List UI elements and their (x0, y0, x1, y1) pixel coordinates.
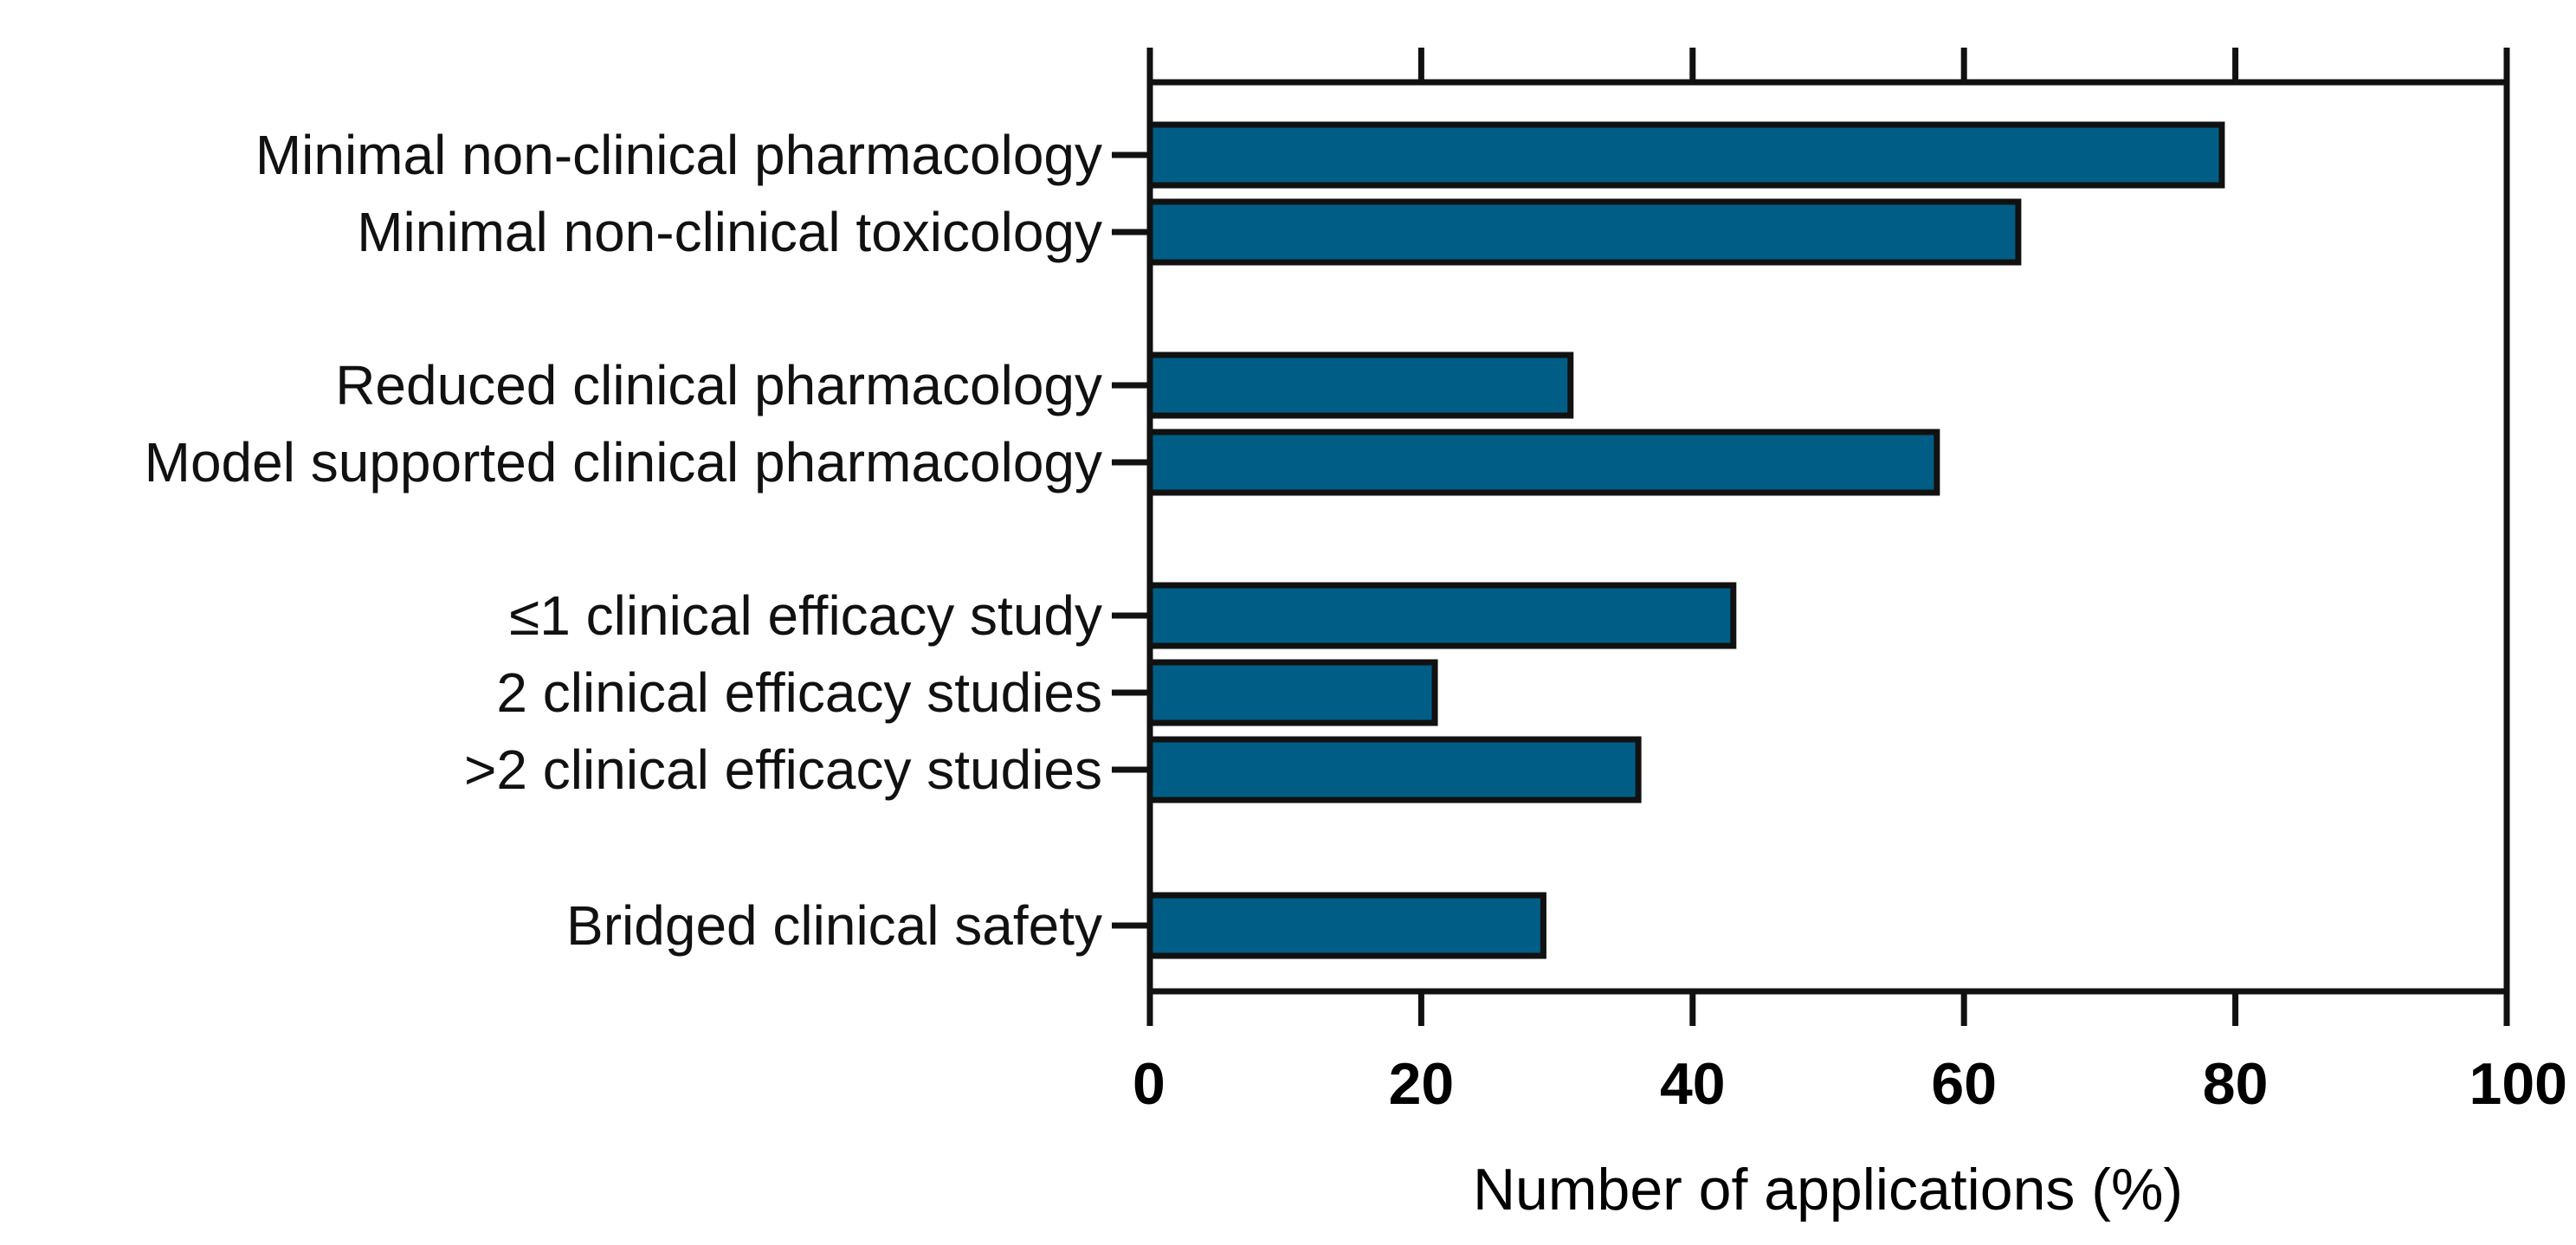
category-labels: Minimal non-clinical pharmacology Minimal… (145, 124, 1102, 957)
bottom-axis-ticks (1146, 991, 2510, 1026)
bar-5 (1146, 582, 1737, 649)
bar-7 (1146, 736, 1642, 803)
category-label-2: Minimal non-clinical toxicology (357, 201, 1102, 263)
x-tick-label-60: 60 (1931, 1051, 1997, 1117)
bar-1 (1146, 121, 2225, 189)
x-tick-label-40: 40 (1660, 1051, 1726, 1117)
y-axis-ticks (1112, 152, 1150, 929)
bar-4 (1146, 429, 1940, 496)
x-tick-label-20: 20 (1389, 1051, 1455, 1117)
x-axis-title: Number of applications (%) (1473, 1157, 2183, 1222)
category-label-4: Model supported clinical pharmacology (145, 431, 1102, 493)
bar-2 (1146, 198, 2022, 266)
bar-6 (1146, 659, 1438, 726)
category-label-5: ≤1 clinical efficacy study (509, 584, 1102, 647)
plot-frame (1146, 79, 2510, 995)
category-label-8: Bridged clinical safety (566, 894, 1102, 957)
x-tick-label-80: 80 (2203, 1051, 2269, 1117)
x-tick-label-100: 100 (2469, 1051, 2567, 1117)
bar-3 (1146, 352, 1574, 419)
bar-series (1146, 121, 2225, 959)
bar-8 (1146, 892, 1546, 959)
x-tick-label-0: 0 (1133, 1051, 1165, 1117)
category-label-3: Reduced clinical pharmacology (335, 354, 1102, 416)
x-tick-labels: 0 20 40 60 80 100 (1133, 1051, 2567, 1117)
category-label-6: 2 clinical efficacy studies (496, 661, 1102, 724)
category-label-7: >2 clinical efficacy studies (464, 739, 1102, 801)
category-label-1: Minimal non-clinical pharmacology (255, 124, 1102, 186)
top-axis-ticks (1146, 48, 2510, 82)
